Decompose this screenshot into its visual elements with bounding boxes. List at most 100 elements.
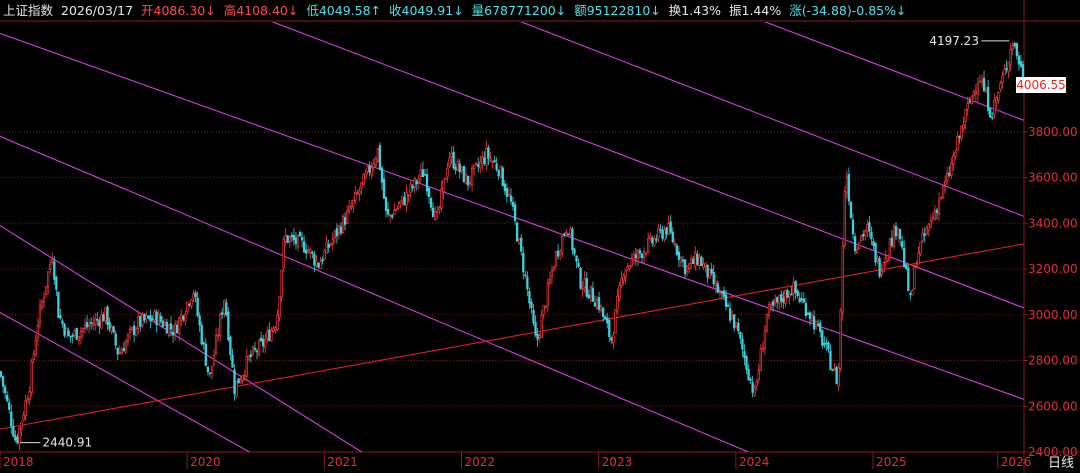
candle-body (487, 147, 490, 159)
candle-body (937, 199, 941, 215)
candle-body (890, 237, 894, 246)
candle-body (139, 315, 142, 327)
candle-body (622, 275, 625, 282)
high-value-label: 4197.23 (929, 34, 979, 48)
candle-body (558, 250, 562, 255)
candle-body (393, 209, 396, 216)
candle-body (262, 338, 265, 347)
candle-body (509, 195, 513, 202)
candle-body (733, 314, 736, 329)
candle-body (677, 251, 681, 260)
candle-body (87, 324, 91, 327)
candle-body (665, 227, 668, 235)
candle-body (85, 322, 89, 328)
candle-body (339, 226, 343, 234)
candle-body (962, 124, 965, 130)
candle-body (608, 320, 611, 338)
candle-body (984, 89, 988, 93)
candle-body (421, 169, 425, 178)
candle-body (399, 200, 402, 205)
index-name: 上证指数 (3, 3, 54, 18)
candle-body (28, 391, 31, 400)
candle-body (235, 381, 238, 397)
candle-body (292, 235, 296, 241)
candle-body (790, 293, 793, 296)
candle-body (907, 267, 910, 292)
candle-body (378, 145, 382, 170)
candle-body (51, 259, 54, 263)
candle-body (284, 235, 287, 242)
candle-body (987, 86, 990, 111)
x-tick-label: 2022 (464, 455, 495, 469)
candle-body (130, 326, 134, 330)
y-tick-label: 3600.00 (1028, 171, 1078, 185)
candle-body (688, 263, 691, 269)
candle-body (599, 306, 603, 311)
candle-body (831, 369, 834, 372)
candle-body (538, 335, 541, 338)
candle-body (223, 299, 226, 315)
x-tick-label: 2023 (602, 455, 633, 469)
candle-body (595, 299, 599, 309)
candle-body (198, 315, 201, 326)
period-label[interactable]: 日线 (1047, 456, 1074, 471)
candle-body (165, 321, 169, 334)
candle-body (196, 297, 199, 316)
candle-body (274, 327, 277, 331)
candle-body (73, 330, 76, 336)
candle-body (159, 315, 162, 322)
candle-body (1007, 61, 1010, 73)
candle-body (567, 233, 570, 236)
candle-body (415, 180, 418, 185)
candle-body (782, 298, 785, 303)
candle-body (358, 190, 361, 194)
candle-body (173, 323, 177, 334)
candle-body (880, 270, 883, 276)
candle-body (67, 330, 70, 336)
candle-body (614, 309, 617, 334)
candle-body (843, 191, 846, 247)
candle-body (26, 398, 29, 403)
candle-body (475, 162, 478, 165)
candle-body (651, 237, 654, 244)
candle-body (294, 237, 298, 244)
candle-body (882, 262, 885, 272)
candle-body (698, 256, 701, 266)
candle-body (812, 316, 816, 330)
candle-body (417, 178, 420, 183)
candle-body (761, 347, 765, 352)
candle-body (255, 350, 259, 353)
candle-body (774, 299, 777, 304)
candle-body (403, 197, 406, 206)
candle-body (530, 301, 533, 308)
candle-body (534, 322, 537, 336)
candle-body (282, 239, 285, 269)
candle-body (866, 223, 869, 232)
candle-body (913, 266, 916, 289)
candle-body (626, 266, 629, 270)
candle-body (745, 355, 748, 370)
candle-body (16, 437, 19, 444)
candle-body (970, 95, 973, 105)
candle-body (862, 234, 865, 237)
candle-body (624, 270, 627, 278)
candle-body (204, 343, 207, 366)
candle-body (520, 237, 523, 252)
high-value: 高4108.40↓ (223, 3, 299, 18)
candle-body (450, 153, 453, 157)
candle-body (479, 161, 482, 169)
candle-body (569, 228, 572, 236)
candle-body (425, 174, 429, 192)
candle-body (145, 314, 148, 320)
candle-body (348, 205, 351, 212)
candle-body (878, 258, 881, 277)
x-tick-label: 2025 (876, 455, 907, 469)
candle-body (978, 80, 982, 83)
candle-body (114, 333, 117, 346)
candle-body (30, 361, 33, 394)
candle-body (669, 221, 672, 233)
candle-body (345, 210, 349, 224)
candle-body (548, 278, 552, 284)
candle-body (309, 248, 312, 253)
